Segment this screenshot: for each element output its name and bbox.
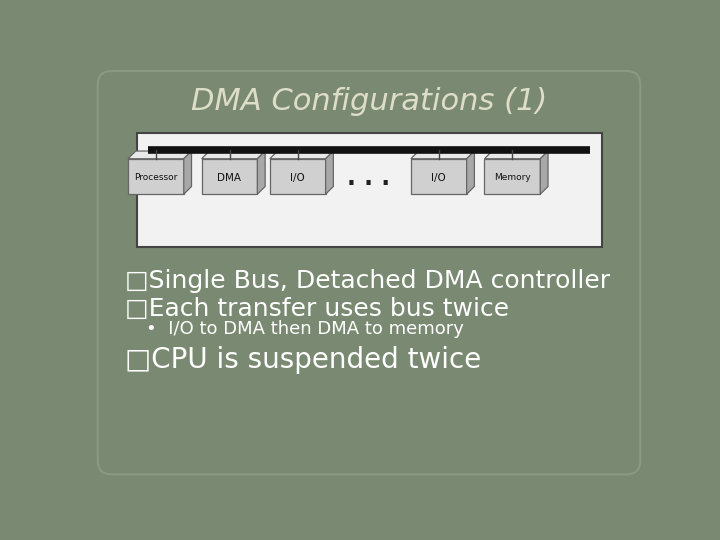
Polygon shape [325,151,333,194]
FancyBboxPatch shape [98,71,640,475]
Bar [485,159,540,194]
Bar [202,159,258,194]
Polygon shape [467,151,474,194]
Text: □Single Bus, Detached DMA controller: □Single Bus, Detached DMA controller [125,269,610,293]
Text: DMA: DMA [217,173,241,183]
Text: DMA Configurations (1): DMA Configurations (1) [191,87,547,116]
FancyBboxPatch shape [137,132,601,247]
Polygon shape [270,151,333,159]
Bar [411,159,467,194]
Text: Memory: Memory [494,173,531,183]
Text: □CPU is suspended twice: □CPU is suspended twice [125,346,481,374]
Polygon shape [202,151,265,159]
Polygon shape [184,151,192,194]
Bar [270,159,325,194]
Polygon shape [258,151,265,194]
Text: □Each transfer uses bus twice: □Each transfer uses bus twice [125,298,509,321]
Text: Processor: Processor [134,173,178,183]
Polygon shape [540,151,548,194]
Text: I/O: I/O [290,173,305,183]
Polygon shape [128,151,192,159]
Text: •  I/O to DMA then DMA to memory: • I/O to DMA then DMA to memory [145,320,464,339]
Text: . . .: . . . [348,166,390,190]
Polygon shape [485,151,548,159]
Text: I/O: I/O [431,173,446,183]
Polygon shape [411,151,474,159]
Bar [128,159,184,194]
